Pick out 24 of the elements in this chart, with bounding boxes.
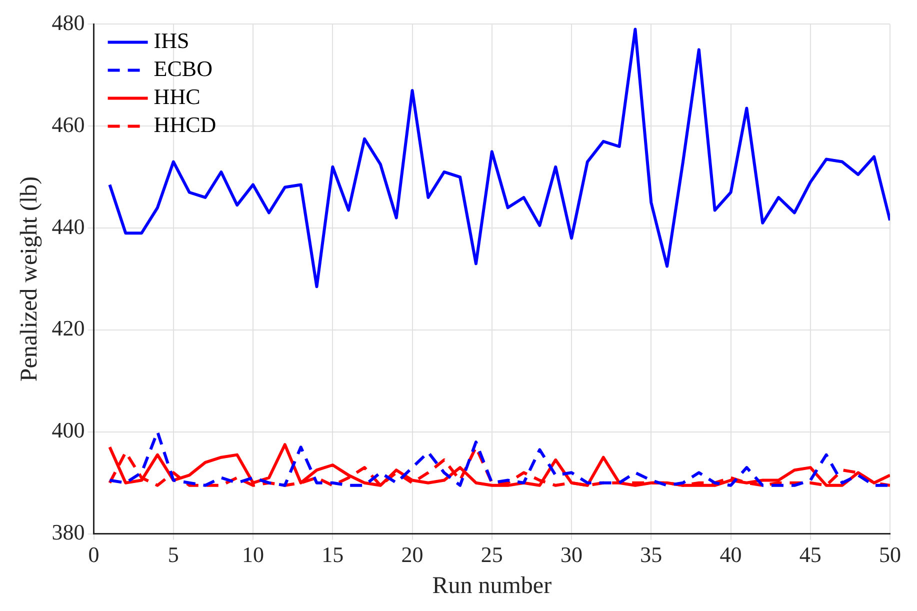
y-tick-label: 440 bbox=[52, 214, 85, 239]
x-tick-label: 40 bbox=[720, 542, 742, 567]
legend-label: HHCD bbox=[154, 112, 216, 137]
y-tick-label: 480 bbox=[52, 10, 85, 35]
x-tick-label: 5 bbox=[168, 542, 179, 567]
legend-label: HHC bbox=[154, 84, 200, 109]
y-tick-label: 400 bbox=[52, 418, 85, 443]
x-tick-label: 15 bbox=[322, 542, 344, 567]
y-tick-label: 460 bbox=[52, 112, 85, 137]
legend-label: ECBO bbox=[154, 56, 212, 81]
x-tick-label: 45 bbox=[799, 542, 822, 567]
x-tick-label: 50 bbox=[879, 542, 901, 567]
x-axis-title: Run number bbox=[432, 572, 552, 599]
y-axis-title: Penalized weight (lb) bbox=[16, 176, 43, 382]
x-tick-label: 30 bbox=[560, 542, 583, 567]
legend-label: IHS bbox=[154, 28, 190, 53]
x-tick-label: 0 bbox=[88, 542, 100, 567]
x-tick-label: 25 bbox=[480, 542, 503, 567]
y-tick-label: 420 bbox=[52, 316, 85, 341]
y-tick-label: 380 bbox=[52, 520, 85, 545]
line-series bbox=[108, 430, 890, 487]
x-tick-label: 35 bbox=[640, 542, 662, 567]
x-tick-label: 20 bbox=[401, 542, 424, 567]
x-tick-label: 10 bbox=[242, 542, 264, 567]
